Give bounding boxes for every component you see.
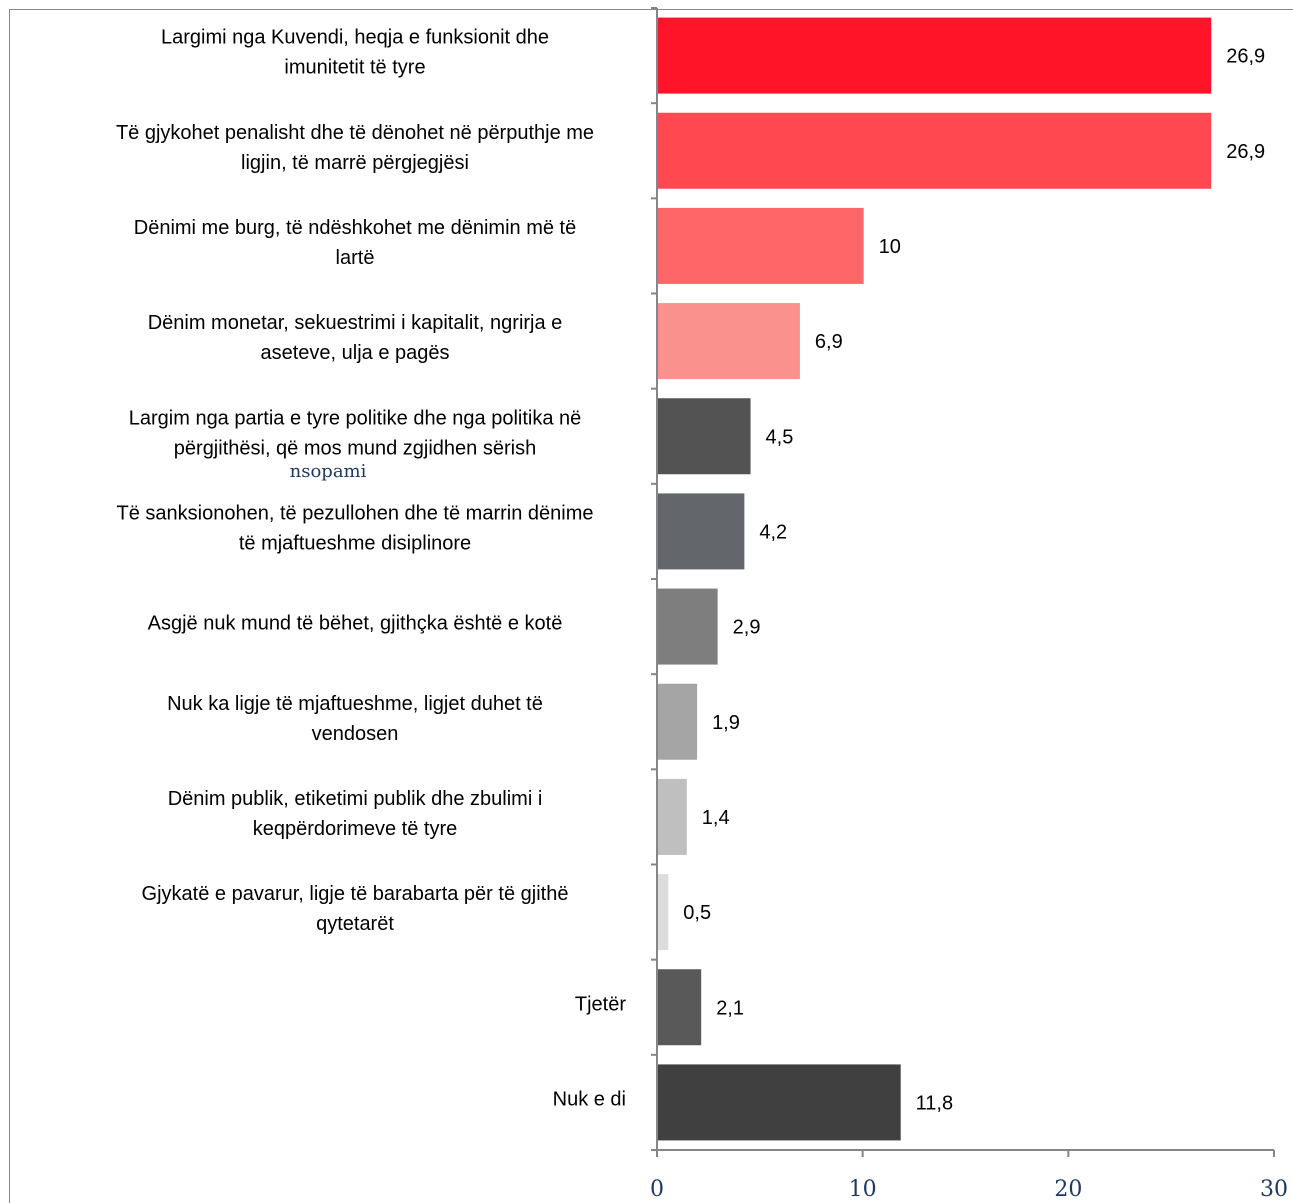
bar-3 [658,207,864,284]
x-tick-label-0: 0 [650,1177,664,1202]
bar-12 [658,1064,901,1141]
bar-11 [658,969,702,1046]
value-labels-group: 26,9 26,9 10 6,9 4,5 4,2 2,9 1,9 1,4 0,5 2,1 11,8 [683,46,1265,1115]
category-label-line: Nuk e di [553,1088,626,1110]
category-label-line: Asgjë nuk mund të bëhet, gjithçka është … [148,613,563,635]
value-label-3: 10 [879,236,901,258]
axes-group: 0 10 20 30 [650,7,1288,1202]
bar-10 [658,874,669,951]
category-label-8: Nuk ka ligje të mjaftueshme, ligjet duhe… [167,693,543,745]
value-label-10: 0,5 [683,902,711,924]
category-label-line: përgjithësi, që mos mund zgjidhen sërish [174,437,536,459]
category-label-line: imunitetit të tyre [284,57,425,79]
category-label-line: keqpërdorimeve të tyre [253,818,458,840]
bar-6 [658,493,745,570]
category-label-9: Dënim publik, etiketimi publik dhe zbuli… [168,788,543,840]
category-label-4: Dënim monetar, sekuestrimi i kapitalit, … [148,312,563,364]
category-label-10: Gjykatë e pavarur, ligje të barabarta pë… [142,883,569,935]
category-label-12: Nuk e di [553,1088,626,1110]
category-label-line: Dënim publik, etiketimi publik dhe zbuli… [168,788,543,810]
value-label-2: 26,9 [1226,141,1265,163]
x-tick-label-20: 20 [1054,1177,1082,1202]
value-label-6: 4,2 [759,521,787,543]
category-label-line: vendosen [312,723,399,745]
value-label-1: 26,9 [1226,46,1265,68]
bar-4 [658,303,800,380]
stray-text: nsopami [290,461,367,482]
category-label-line: ligjin, të marrë përgjegjësi [241,152,469,174]
bar-5 [658,398,751,475]
category-label-1: Largimi nga Kuvendi, heqja e funksionit … [161,27,549,79]
stray-text-group: nsopami [290,461,367,482]
value-label-8: 1,9 [712,712,740,734]
x-tick-label-10: 10 [849,1177,877,1202]
category-label-2: Të gjykohet penalisht dhe të dënohet në … [116,122,594,174]
value-label-4: 6,9 [815,331,843,353]
category-label-line: të mjaftueshme disiplinore [239,532,471,554]
value-label-12: 11,8 [916,1092,953,1114]
category-label-line: aseteve, ulja e pagës [260,342,449,364]
category-label-line: Dënim monetar, sekuestrimi i kapitalit, … [148,312,563,334]
category-label-line: Dënimi me burg, të ndëshkohet me dënimin… [134,217,576,239]
category-label-line: Tjetër [575,993,626,1015]
value-label-7: 2,9 [733,617,761,639]
bar-1 [658,17,1212,94]
category-label-line: Largimi nga Kuvendi, heqja e funksionit … [161,27,549,49]
bar-2 [658,112,1212,189]
value-label-9: 1,4 [702,807,730,829]
category-label-7: Asgjë nuk mund të bëhet, gjithçka është … [148,613,563,635]
x-tick-label-30: 30 [1260,1177,1288,1202]
category-label-3: Dënimi me burg, të ndëshkohet me dënimin… [134,217,576,269]
category-label-line: Nuk ka ligje të mjaftueshme, ligjet duhe… [167,693,543,715]
category-label-11: Tjetër [575,993,626,1015]
category-label-line: qytetarët [316,913,394,935]
bars-group [658,17,1212,1141]
bar-7 [658,588,718,665]
category-label-5: Largim nga partia e tyre politike dhe ng… [129,407,582,459]
category-label-6: Të sanksionohen, të pezullohen dhe të ma… [117,502,594,554]
category-label-line: Largim nga partia e tyre politike dhe ng… [129,407,582,429]
category-label-line: Gjykatë e pavarur, ligje të barabarta pë… [142,883,569,905]
value-label-5: 4,5 [766,426,794,448]
bar-8 [658,683,698,760]
bar-9 [658,778,687,855]
category-labels-group: Largimi nga Kuvendi, heqja e funksionit … [116,27,626,1111]
category-label-line: lartë [336,247,375,269]
chart-frame [9,9,1293,1203]
category-label-line: Të sanksionohen, të pezullohen dhe të ma… [117,502,594,524]
value-label-11: 2,1 [716,997,744,1019]
category-label-line: Të gjykohet penalisht dhe të dënohet në … [116,122,594,144]
